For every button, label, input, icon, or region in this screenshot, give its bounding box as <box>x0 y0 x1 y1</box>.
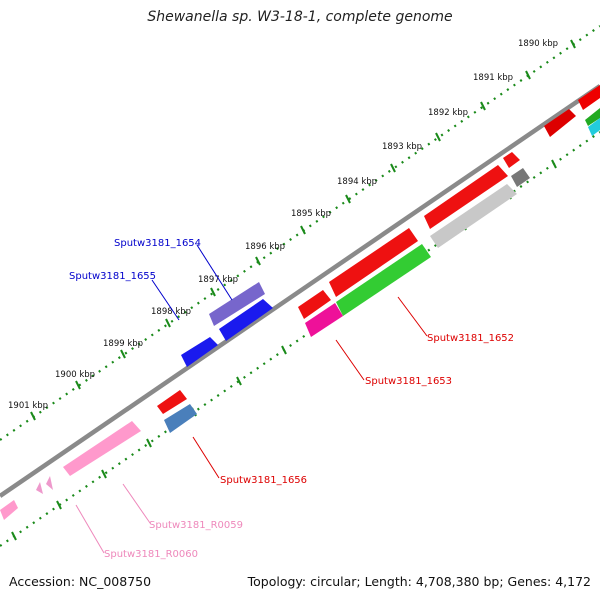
inner-ruler-line <box>0 131 600 547</box>
gene-label-1653: Sputw3181_1653 <box>365 376 452 387</box>
gene-arrow-blue-small <box>181 337 218 367</box>
reverse-strand-genes <box>0 108 600 520</box>
gene-label-1656: Sputw3181_1656 <box>220 475 307 486</box>
forward-strand-genes <box>157 85 600 414</box>
gene-arrow-red-4 <box>424 165 508 229</box>
gene-label-1654: Sputw3181_1654 <box>114 238 201 249</box>
genome-title: Shewanella sp. W3-18-1, complete genome <box>147 9 453 25</box>
gene-sputw3181-1654 <box>209 282 265 326</box>
tick-label-1895: 1895 kbp <box>291 209 331 219</box>
tick-label-1897: 1897 kbp <box>198 275 238 285</box>
gene-arrow-red-6 <box>298 290 331 319</box>
gene-rna-edge <box>0 500 18 520</box>
tick-label-1893: 1893 kbp <box>382 142 422 152</box>
tick-label-1896: 1896 kbp <box>245 242 285 252</box>
gene-label-1655: Sputw3181_1655 <box>69 271 156 282</box>
tick-label-1900: 1900 kbp <box>55 370 95 380</box>
gene-rna-small <box>36 482 43 494</box>
gene-sputw3181-r0059 <box>63 421 141 476</box>
gene-sputw3181-1653 <box>305 303 343 337</box>
gene-arrow-gray <box>430 184 517 248</box>
gene-arrow-red-1 <box>578 85 600 110</box>
gene-arrow-red-2 <box>544 109 576 137</box>
accession-text: Accession: NC_008750 <box>9 574 152 589</box>
gene-sputw3181-1656 <box>164 404 197 433</box>
gene-arrow-red-3 <box>503 152 520 168</box>
gene-sputw3181-1652 <box>336 244 431 316</box>
tick-label-1890: 1890 kbp <box>518 39 558 49</box>
tick-label-1891: 1891 kbp <box>473 73 513 83</box>
tick-label-1894: 1894 kbp <box>337 177 377 187</box>
gene-label-1652: Sputw3181_1652 <box>427 333 514 344</box>
tick-label-1898: 1898 kbp <box>151 307 191 317</box>
tick-label-1899: 1899 kbp <box>103 339 143 349</box>
gene-sputw3181-1655 <box>219 299 273 341</box>
gene-arrow-green-small <box>585 108 600 126</box>
kbp-tick-labels: 1890 kbp 1891 kbp 1892 kbp 1893 kbp 1894… <box>8 39 558 411</box>
gene-arrow-red-5 <box>329 228 418 297</box>
gene-arrow-cyan <box>588 118 600 136</box>
outer-ruler-ticks <box>30 39 576 421</box>
label-connectors <box>75 244 428 554</box>
tick-label-1892: 1892 kbp <box>428 108 468 118</box>
gene-label-r0060: Sputw3181_R0060 <box>104 549 198 560</box>
topology-text: Topology: circular; Length: 4,708,380 bp… <box>247 574 591 589</box>
outer-ruler-line <box>0 25 600 441</box>
gene-arrow-gray-dark <box>511 168 530 187</box>
genome-backbone <box>0 84 600 498</box>
gene-sputw3181-r0060 <box>46 476 53 490</box>
gene-sputw3181-1656-red <box>157 390 187 414</box>
tick-label-1901: 1901 kbp <box>8 401 48 411</box>
gene-label-r0059: Sputw3181_R0059 <box>149 520 243 531</box>
gene-labels: Sputw3181_1654 Sputw3181_1655 Sputw3181_… <box>69 238 514 560</box>
